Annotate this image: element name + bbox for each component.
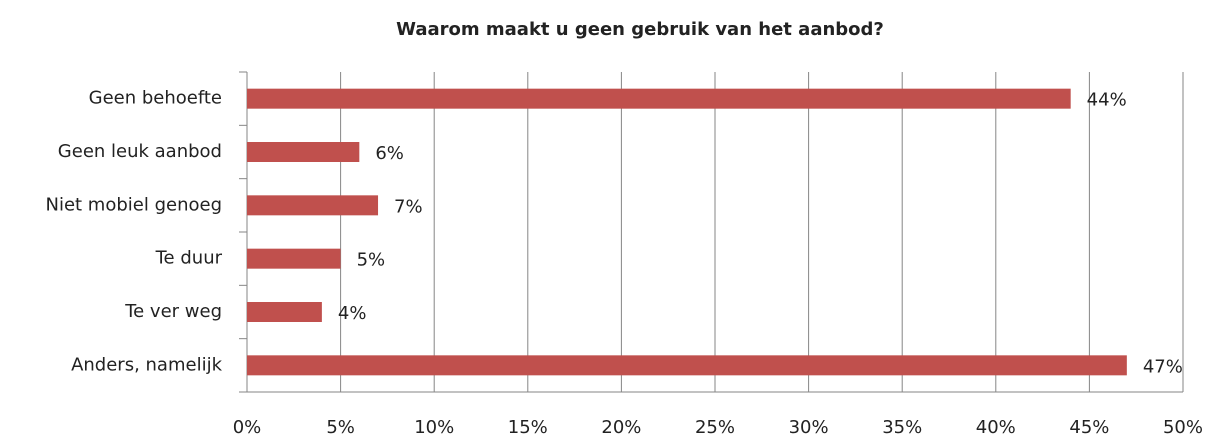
value-label: 47%	[1143, 356, 1183, 377]
x-tick-label: 5%	[326, 417, 355, 438]
y-tick-label: Te duur	[155, 248, 223, 269]
x-tick-label: 25%	[695, 417, 735, 438]
x-tick-label: 35%	[882, 417, 922, 438]
y-tick-label: Geen behoefte	[89, 88, 222, 109]
bar	[247, 248, 341, 269]
value-label: 44%	[1087, 90, 1127, 111]
y-tick-label: Niet mobiel genoeg	[45, 194, 222, 215]
x-tick-label: 10%	[414, 417, 454, 438]
value-label: 6%	[375, 143, 404, 164]
x-tick-label: 30%	[789, 417, 829, 438]
value-label: 4%	[338, 303, 367, 324]
x-tick-label: 20%	[601, 417, 641, 438]
x-tick-label: 40%	[976, 417, 1016, 438]
y-tick-label: Te ver weg	[124, 301, 222, 322]
y-tick-label: Anders, namelijk	[71, 354, 222, 375]
value-label: 5%	[357, 250, 386, 271]
x-tick-label: 45%	[1069, 417, 1109, 438]
bar	[247, 355, 1127, 376]
x-tick-label: 15%	[508, 417, 548, 438]
x-tick-label: 0%	[233, 417, 262, 438]
x-tick-label: 50%	[1163, 417, 1203, 438]
value-label: 7%	[394, 196, 423, 217]
y-tick-label: Geen leuk aanbod	[58, 141, 222, 162]
chart-title: Waarom maakt u geen gebruik van het aanb…	[396, 19, 884, 40]
bar	[247, 88, 1071, 109]
bar	[247, 302, 322, 322]
bar	[247, 142, 360, 162]
bar	[247, 195, 379, 216]
